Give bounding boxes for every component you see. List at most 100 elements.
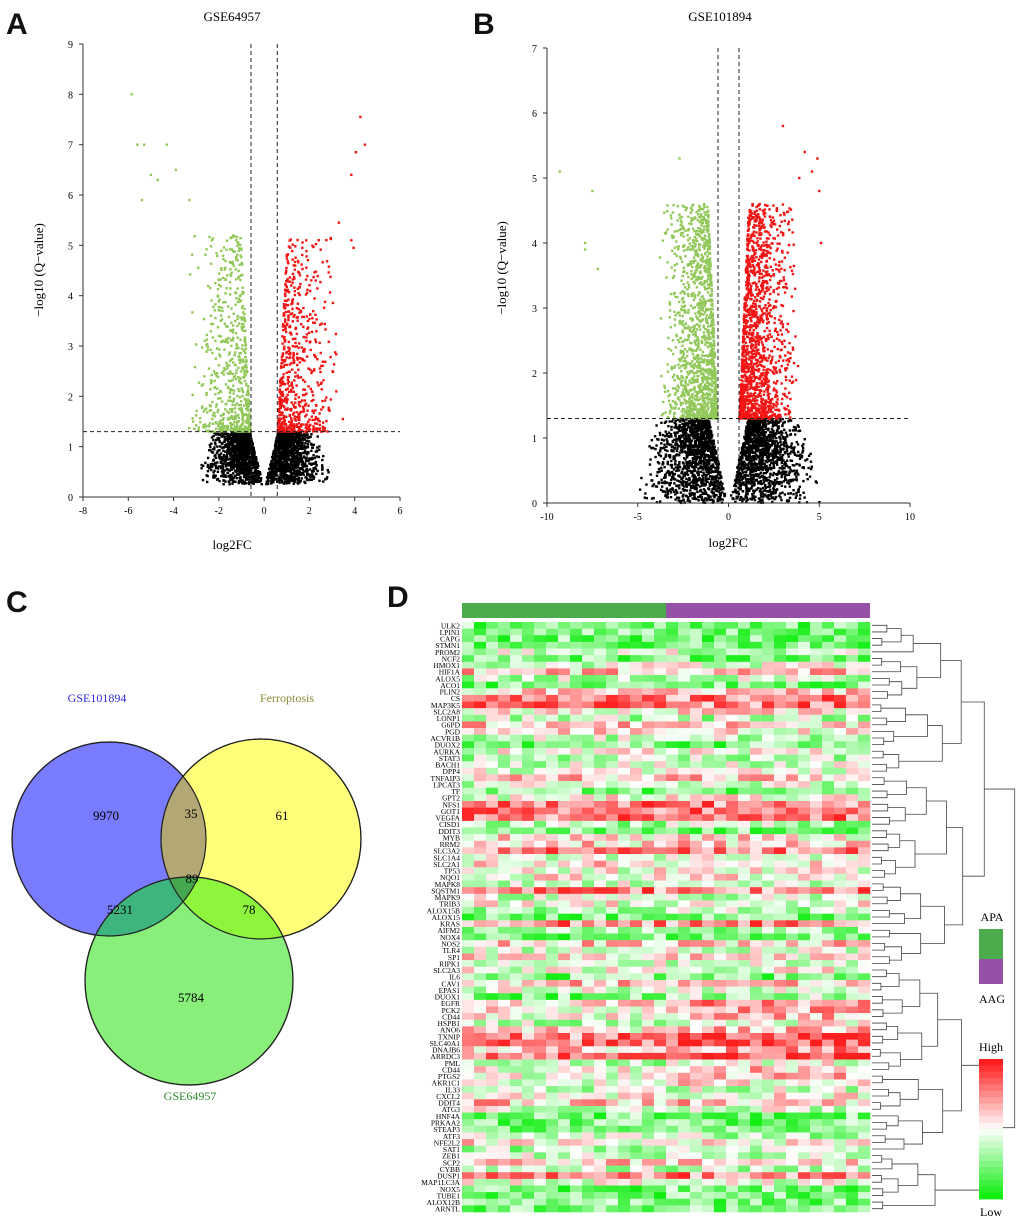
volcano-point-ns xyxy=(289,435,292,439)
volcano-point-down xyxy=(224,408,227,411)
volcano-point-down xyxy=(220,249,223,252)
y-tick-label: 7 xyxy=(68,141,73,152)
volcano-point-down xyxy=(239,358,243,361)
volcano-point-down xyxy=(197,426,201,429)
volcano-point-ns xyxy=(685,483,689,487)
volcano-point-ns xyxy=(237,469,240,472)
volcano-point-up xyxy=(303,388,306,391)
volcano-point-down xyxy=(218,305,221,309)
volcano-point-down xyxy=(214,303,217,306)
volcano-point-down xyxy=(205,350,208,353)
volcano-point-ns xyxy=(771,449,774,452)
volcano-point-down xyxy=(229,370,232,373)
volcano-point-ns xyxy=(285,478,289,482)
volcano-point-ns xyxy=(770,480,773,483)
volcano-point-up xyxy=(318,412,321,415)
volcano-point-down xyxy=(239,351,243,355)
volcano-point-down xyxy=(226,385,230,389)
volcano-point-ns xyxy=(242,455,245,459)
volcano-point-down xyxy=(218,426,222,429)
volcano-point-ns xyxy=(761,475,764,478)
volcano-point-ns xyxy=(228,443,231,447)
volcano-point-up xyxy=(313,422,317,425)
volcano-point-ns xyxy=(214,474,217,477)
volcano-point-up xyxy=(304,278,308,281)
volcano-point-ns xyxy=(253,469,257,473)
volcano-point-up xyxy=(279,366,283,369)
volcano-point-down xyxy=(209,405,212,408)
volcano-point-ns xyxy=(753,489,757,493)
volcano-point-ns xyxy=(221,464,224,468)
volcano-point-ns xyxy=(737,486,740,489)
volcano-point-up xyxy=(307,385,310,388)
volcano-point-down xyxy=(229,248,232,251)
volcano-point-up xyxy=(297,368,300,371)
volcano-point-ns xyxy=(288,477,292,481)
volcano-point-ns xyxy=(765,448,769,451)
volcano-point-ns xyxy=(228,441,232,444)
volcano-point-ns xyxy=(289,475,292,478)
volcano-point-down xyxy=(232,389,236,392)
volcano-point-ns xyxy=(272,453,275,457)
volcano-point-ns xyxy=(240,466,243,470)
volcano-point-down xyxy=(232,234,235,237)
volcano-point-up xyxy=(306,327,309,330)
volcano-point-ns xyxy=(749,450,753,453)
volcano-point-ns xyxy=(247,464,251,468)
volcano-point-up xyxy=(319,351,322,355)
volcano-point-down xyxy=(245,371,249,374)
volcano-point-ns xyxy=(311,474,314,478)
volcano-point-up xyxy=(329,355,332,359)
volcano-point-ns xyxy=(687,479,690,482)
volcano-point-ns xyxy=(281,464,284,468)
volcano-point-up xyxy=(307,426,310,429)
volcano-point-ns xyxy=(232,439,235,443)
volcano-point-ns xyxy=(303,451,306,455)
volcano-point-up xyxy=(288,356,291,360)
volcano-point-down xyxy=(236,317,239,321)
volcano-point-up xyxy=(285,299,288,303)
volcano-point-down xyxy=(140,198,144,202)
volcano-point-ns xyxy=(681,431,685,434)
volcano-point-ns xyxy=(242,441,246,444)
volcano-point-up xyxy=(313,321,317,324)
volcano-point-ns xyxy=(297,457,300,460)
volcano-point-ns xyxy=(248,457,251,461)
volcano-point-up xyxy=(307,429,311,433)
volcano-point-up xyxy=(292,423,296,426)
volcano-point-ns xyxy=(295,459,298,462)
volcano-point-ns xyxy=(274,444,277,448)
volcano-point-ns xyxy=(284,439,287,443)
volcano-point-ns xyxy=(650,438,654,442)
volcano-point-down xyxy=(241,416,244,420)
volcano-point-down xyxy=(246,415,250,418)
volcano-point-ns xyxy=(675,437,678,440)
volcano-point-up xyxy=(280,413,283,417)
volcano-point-up xyxy=(311,409,314,413)
volcano-point-ns xyxy=(754,445,757,448)
volcano-point-down xyxy=(237,407,241,411)
x-tick-label: 0 xyxy=(262,506,267,517)
volcano-point-up xyxy=(295,410,298,414)
volcano-point-up xyxy=(280,428,283,431)
volcano-point-up xyxy=(337,221,341,224)
volcano-point-ns xyxy=(229,447,232,450)
volcano-point-up xyxy=(322,306,326,309)
volcano-point-down xyxy=(206,411,209,414)
volcano-point-ns xyxy=(303,434,307,438)
volcano-point-ns xyxy=(797,473,800,476)
volcano-point-ns xyxy=(752,489,755,492)
volcano-point-ns xyxy=(250,475,253,479)
volcano-point-down xyxy=(213,379,216,383)
volcano-point-down xyxy=(248,415,251,418)
volcano-point-down xyxy=(244,329,247,333)
volcano-point-up xyxy=(313,427,317,431)
volcano-point-ns xyxy=(784,485,787,488)
volcano-point-ns xyxy=(241,464,244,468)
volcano-point-up xyxy=(363,143,367,146)
volcano-point-up xyxy=(309,387,313,391)
volcano-point-ns xyxy=(213,448,216,451)
volcano-point-up xyxy=(286,303,290,307)
volcano-point-down xyxy=(238,263,241,267)
volcano-point-up xyxy=(294,245,297,248)
